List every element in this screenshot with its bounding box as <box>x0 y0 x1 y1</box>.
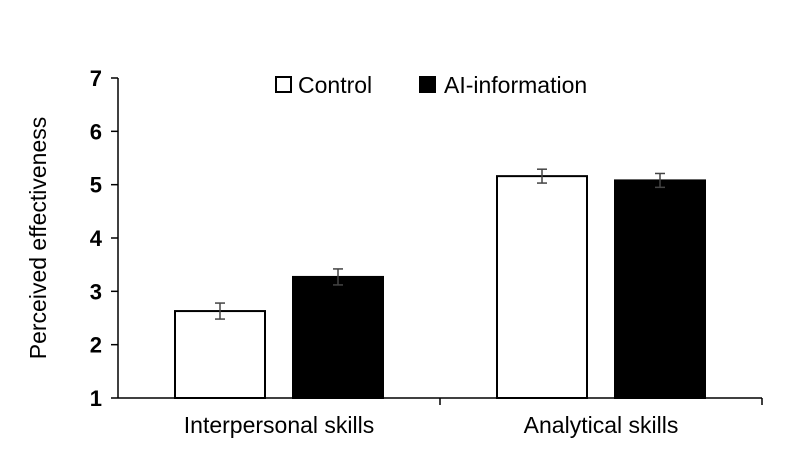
y-tick-label: 7 <box>90 66 102 91</box>
plot-area: 1 2 3 4 5 6 7 Interpersonal skills Analytical sk… <box>90 66 763 438</box>
bar-control <box>496 175 588 399</box>
legend-label: Control <box>298 72 372 98</box>
bar-control <box>174 310 266 400</box>
x-category-label: Interpersonal skills <box>184 412 374 438</box>
y-axis-label: Perceived effectiveness <box>25 117 51 360</box>
legend: Control AI-information <box>275 72 587 98</box>
legend-swatch <box>275 76 292 93</box>
y-tick-label: 4 <box>90 226 103 251</box>
bar-ai-information <box>614 179 706 399</box>
y-tick-label: 1 <box>90 386 102 411</box>
y-tick-label: 2 <box>90 333 102 358</box>
x-category-label: Analytical skills <box>524 412 679 438</box>
bar-ai-information <box>292 275 384 399</box>
y-tick-label: 3 <box>90 279 102 304</box>
y-tick-label: 6 <box>90 119 102 144</box>
legend-swatch <box>419 76 436 93</box>
legend-label: AI-information <box>444 72 587 98</box>
y-tick-label: 5 <box>90 173 102 198</box>
